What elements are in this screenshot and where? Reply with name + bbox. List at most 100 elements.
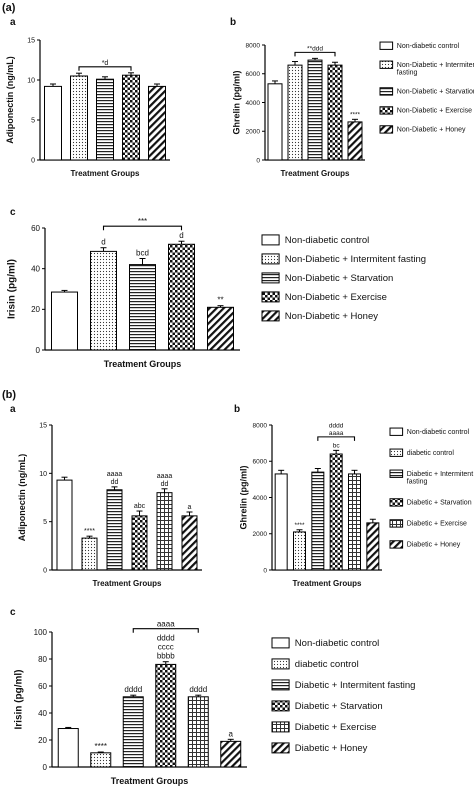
y-tick-label: 15 bbox=[39, 422, 47, 429]
legend-swatch bbox=[271, 721, 290, 733]
legend-swatch bbox=[261, 234, 280, 246]
bracket-label: dddd bbox=[329, 422, 344, 429]
legend-swatch bbox=[379, 60, 394, 69]
y-tick-label: 0 bbox=[263, 567, 267, 574]
y-tick-label: 5 bbox=[43, 519, 47, 526]
bar bbox=[70, 75, 88, 161]
bar-annotation: dd bbox=[111, 479, 119, 486]
bar-annotation: bc bbox=[333, 442, 341, 449]
bar bbox=[347, 121, 363, 161]
bar bbox=[57, 728, 79, 768]
legend-swatch bbox=[389, 469, 404, 478]
bar-annotation: **** bbox=[84, 528, 95, 535]
bar bbox=[348, 473, 361, 571]
bar-annotation: dddd bbox=[157, 634, 175, 643]
panel-title: c bbox=[10, 607, 16, 618]
bar bbox=[311, 471, 325, 571]
significance-bracket bbox=[132, 628, 199, 633]
y-tick-label: 60 bbox=[31, 224, 40, 233]
y-axis-label: Adiponectin (ng/mL) bbox=[17, 454, 27, 542]
x-axis-label: Treatment Groups bbox=[93, 579, 162, 588]
legend-swatch bbox=[261, 253, 280, 265]
bar bbox=[366, 522, 380, 571]
legend-swatch bbox=[271, 742, 290, 754]
chart-a-b: b 0 2000 4000 6000 8000 Ghrelin (pg/ml) Treatme… bbox=[230, 17, 474, 178]
bar bbox=[122, 696, 144, 768]
legend-swatch bbox=[389, 448, 404, 457]
y-tick-label: 0 bbox=[31, 157, 35, 164]
y-axis-label: Irisin (pg/ml) bbox=[7, 259, 18, 319]
bar bbox=[155, 663, 177, 768]
panel-title: b bbox=[234, 404, 240, 415]
bar-annotation: aaaa bbox=[157, 473, 173, 480]
significance-bracket bbox=[317, 436, 356, 441]
legend-entry: diabetic control bbox=[295, 659, 359, 670]
legend-entry: Diabetic + Exercise bbox=[295, 722, 377, 733]
bar bbox=[307, 59, 323, 161]
legend-entry: diabetic control bbox=[407, 450, 455, 457]
y-tick-label: 15 bbox=[27, 37, 35, 44]
bar bbox=[96, 78, 114, 161]
y-tick-label: 0 bbox=[36, 346, 41, 355]
legend-swatch bbox=[389, 540, 404, 549]
legend-entry: Diabetic + Starvation bbox=[295, 701, 383, 712]
chart-b-b: b 0 2000 4000 6000 8000 Ghrelin (pg/ml) Treatme… bbox=[234, 404, 473, 588]
legend-entry: Diabetic + Starvation bbox=[407, 500, 472, 507]
x-axis-label: Treatment Groups bbox=[111, 776, 189, 786]
panel-title: c bbox=[10, 207, 16, 218]
bar bbox=[168, 243, 195, 351]
chart-a-a: a 0 5 10 15 Adiponectin (ng/mL) Treatment Grou… bbox=[5, 17, 170, 178]
legend-swatch bbox=[389, 427, 404, 436]
bar bbox=[56, 479, 73, 571]
legend-swatch bbox=[389, 519, 404, 528]
y-axis-label: Ghrelin (pg/ml) bbox=[232, 70, 242, 134]
legend-swatch bbox=[379, 41, 394, 50]
legend-swatch bbox=[261, 291, 280, 303]
bar bbox=[156, 492, 173, 571]
legend-entry: Non-Diabetic + Starvation bbox=[397, 89, 474, 96]
bracket-label: **ddd bbox=[307, 45, 323, 52]
bar-annotation: ** bbox=[217, 296, 223, 305]
legend-swatch bbox=[261, 272, 280, 284]
legend-swatch bbox=[379, 125, 394, 134]
part-b-label: (b) bbox=[2, 389, 16, 401]
bar bbox=[329, 453, 343, 571]
y-tick-label: 80 bbox=[38, 655, 47, 664]
bar bbox=[44, 85, 62, 161]
y-tick-label: 2000 bbox=[253, 531, 268, 538]
panel-title: a bbox=[10, 404, 16, 415]
legend-entry: Non-Diabetic + Exercise bbox=[397, 108, 472, 115]
y-tick-label: 40 bbox=[31, 264, 40, 273]
bar bbox=[148, 85, 166, 161]
bar-annotation: **** bbox=[294, 522, 305, 529]
panel-title: b bbox=[230, 17, 236, 28]
legend-entry: Diabetic + Intermitent fasting bbox=[295, 680, 416, 691]
chart-b-a: a 0 5 10 15 Adiponectin (ng/mL) Treatment Grou… bbox=[10, 404, 202, 588]
bar bbox=[293, 531, 306, 571]
bar bbox=[90, 250, 117, 351]
bar bbox=[274, 473, 288, 571]
bar-annotation: bcd bbox=[136, 249, 149, 258]
legend-entry: Diabetic + Honey bbox=[295, 743, 368, 754]
bar-annotation: dddd bbox=[124, 685, 142, 694]
legend-swatch bbox=[271, 679, 290, 691]
legend-entry: Non-diabetic control bbox=[295, 638, 380, 649]
bar-annotation: aaaa bbox=[107, 471, 123, 478]
bar bbox=[220, 740, 242, 768]
y-axis-label: Ghrelin (pg/ml) bbox=[239, 465, 249, 529]
x-axis-label: Treatment Groups bbox=[104, 359, 182, 369]
bar bbox=[131, 515, 148, 571]
y-tick-label: 5 bbox=[31, 117, 35, 124]
y-tick-label: 4000 bbox=[246, 100, 261, 107]
y-tick-label: 10 bbox=[27, 77, 35, 84]
legend-entry: Non-diabetic control bbox=[397, 43, 460, 50]
y-tick-label: 6000 bbox=[246, 71, 261, 78]
bar-annotation: d bbox=[101, 238, 105, 247]
bar-annotation: **** bbox=[95, 742, 107, 751]
significance-bracket bbox=[294, 51, 336, 57]
legend-swatch bbox=[271, 700, 290, 712]
legend-swatch bbox=[379, 87, 394, 96]
bar-annotation: bbbb bbox=[157, 652, 175, 661]
bar bbox=[207, 306, 234, 351]
